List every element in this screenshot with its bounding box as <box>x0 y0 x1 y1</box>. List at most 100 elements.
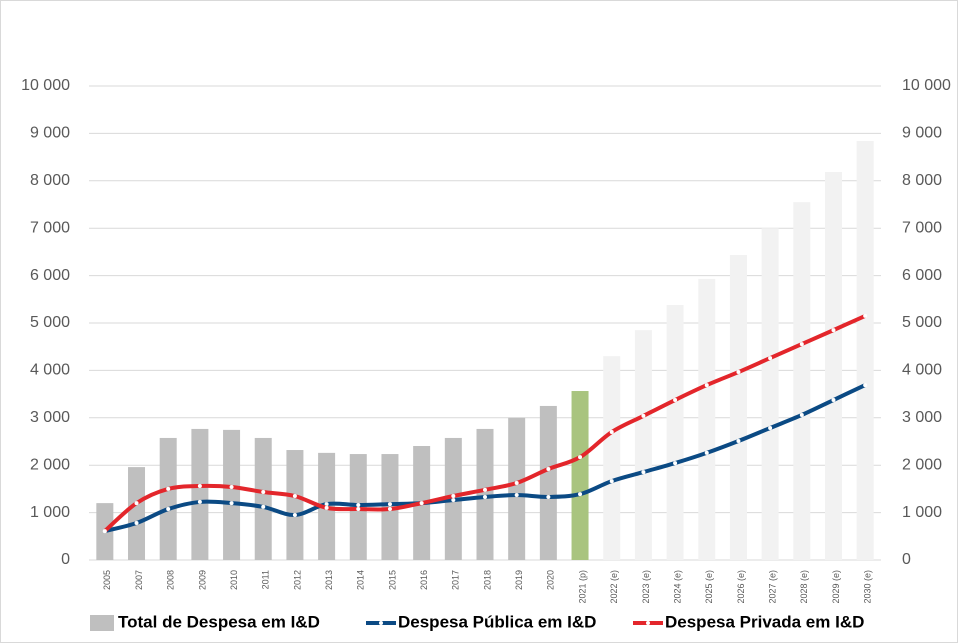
line-marker <box>483 494 487 499</box>
y-tick-label: 9 000 <box>30 125 70 142</box>
bar <box>824 172 842 560</box>
y2-tick-label: 1 000 <box>902 504 942 521</box>
y2-tick-label: 5 000 <box>902 314 942 331</box>
line-marker <box>578 455 583 460</box>
x-tick-label: 2023 (e) <box>641 570 651 604</box>
line-marker <box>451 494 456 499</box>
x-tick-label: 2012 <box>292 570 302 590</box>
line-marker <box>704 450 709 455</box>
x-tick-label: 2025 (e) <box>704 570 714 604</box>
x-tick-label: 2010 <box>229 570 239 590</box>
line-marker <box>292 494 297 499</box>
line-marker <box>166 486 171 491</box>
y-tick-label: 5 000 <box>30 314 70 331</box>
bar <box>286 450 304 560</box>
y-tick-label: 8 000 <box>30 172 70 189</box>
bar <box>666 304 684 560</box>
x-tick-label: 2024 (e) <box>672 570 682 604</box>
bar <box>508 417 526 560</box>
bar <box>698 278 716 560</box>
line-marker <box>736 439 741 444</box>
line-marker <box>768 425 773 430</box>
line-marker <box>546 494 551 499</box>
bar <box>856 140 874 560</box>
bar <box>761 228 779 560</box>
line-marker <box>831 398 836 403</box>
bar <box>191 428 209 560</box>
x-tick-label: 2017 <box>451 570 461 590</box>
line-marker <box>863 383 868 388</box>
y2-tick-label: 0 <box>902 551 911 568</box>
bar <box>476 428 494 560</box>
line-marker <box>419 501 424 506</box>
line-marker <box>673 398 678 403</box>
bar <box>603 356 621 560</box>
line-marker <box>229 485 234 490</box>
line-marker <box>641 470 646 475</box>
line-marker <box>324 505 329 510</box>
bar <box>729 254 747 560</box>
line-marker <box>134 521 139 526</box>
y-tick-label: 1 000 <box>30 504 70 521</box>
y2-tick-label: 3 000 <box>902 409 942 426</box>
x-tick-label: 2005 <box>102 570 112 590</box>
line-marker <box>831 328 836 333</box>
legend-label: Total de Despesa em I&D <box>118 612 320 631</box>
bar <box>223 429 241 560</box>
x-tick-label: 2022 (e) <box>609 570 619 604</box>
legend-marker <box>646 621 650 625</box>
line-marker <box>356 503 361 508</box>
line-marker <box>799 342 804 347</box>
line-marker <box>673 461 678 466</box>
line-marker <box>641 413 646 418</box>
line-marker <box>324 502 329 507</box>
line-marker <box>356 507 361 512</box>
line-marker <box>514 480 519 485</box>
line-marker <box>483 487 487 492</box>
line-marker <box>261 489 266 494</box>
x-tick-label: 2030 (e) <box>863 570 873 604</box>
bar <box>634 330 652 560</box>
x-tick-label: 2019 <box>514 570 524 590</box>
x-tick-label: 2029 (e) <box>831 570 841 604</box>
bar <box>793 202 811 560</box>
bar <box>571 391 589 560</box>
line-marker <box>451 498 456 503</box>
y2-tick-label: 2 000 <box>902 456 942 473</box>
x-tick-label: 2013 <box>324 570 334 590</box>
y2-tick-label: 9 000 <box>902 125 942 142</box>
y-tick-label: 4 000 <box>30 362 70 379</box>
x-tick-label: 2028 (e) <box>799 570 809 604</box>
legend-marker <box>379 621 383 625</box>
line-marker <box>514 493 519 498</box>
bar <box>349 454 367 560</box>
line-marker <box>578 492 583 497</box>
y2-tick-label: 4 000 <box>902 362 942 379</box>
x-tick-label: 2011 <box>261 570 271 589</box>
line-marker <box>609 430 614 435</box>
line-marker <box>102 529 107 534</box>
legend-label: Despesa Pública em I&D <box>398 612 596 631</box>
x-tick-label: 2027 (e) <box>767 570 777 604</box>
y-tick-label: 0 <box>61 551 70 568</box>
x-tick-label: 2021 (p) <box>577 570 587 604</box>
line-marker <box>768 356 773 361</box>
line-marker <box>261 504 266 509</box>
y-tick-label: 7 000 <box>30 219 70 236</box>
y2-tick-label: 8 000 <box>902 172 942 189</box>
x-tick-label: 2018 <box>482 570 492 590</box>
y-tick-label: 2 000 <box>30 456 70 473</box>
bar <box>159 437 177 560</box>
y-tick-label: 10 000 <box>21 77 70 94</box>
line-marker <box>197 484 202 489</box>
y-tick-label: 3 000 <box>30 409 70 426</box>
line-marker <box>197 499 202 504</box>
y2-tick-label: 7 000 <box>902 219 942 236</box>
legend-label: Despesa Privada em I&D <box>665 612 864 631</box>
legend-swatch <box>90 615 114 631</box>
y2-tick-label: 6 000 <box>902 267 942 284</box>
y2-tick-label: 10 000 <box>902 77 951 94</box>
line-marker <box>546 466 551 471</box>
